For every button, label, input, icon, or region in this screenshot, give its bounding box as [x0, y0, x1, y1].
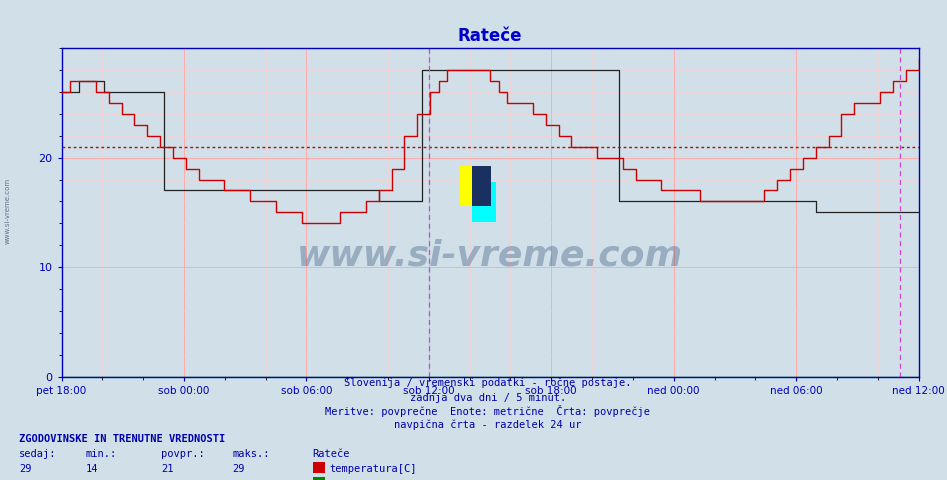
Text: maks.:: maks.:	[232, 449, 270, 459]
Text: www.si-vreme.com: www.si-vreme.com	[297, 238, 683, 272]
Text: Rateče: Rateče	[313, 449, 350, 459]
Text: www.si-vreme.com: www.si-vreme.com	[5, 178, 10, 244]
Text: 14: 14	[85, 464, 98, 474]
Bar	[472, 182, 496, 222]
Text: 21: 21	[161, 464, 173, 474]
Bar	[460, 167, 484, 206]
Text: navpična črta - razdelek 24 ur: navpična črta - razdelek 24 ur	[394, 420, 581, 430]
Text: 29: 29	[232, 464, 244, 474]
Text: temperatura[C]: temperatura[C]	[330, 464, 417, 474]
Text: 29: 29	[19, 464, 31, 474]
Text: ZGODOVINSKE IN TRENUTNE VREDNOSTI: ZGODOVINSKE IN TRENUTNE VREDNOSTI	[19, 433, 225, 444]
Text: Slovenija / vremenski podatki - ročne postaje.: Slovenija / vremenski podatki - ročne po…	[344, 378, 632, 388]
Text: povpr.:: povpr.:	[161, 449, 205, 459]
Bar	[472, 167, 491, 206]
Text: sedaj:: sedaj:	[19, 449, 57, 459]
Text: min.:: min.:	[85, 449, 116, 459]
Text: zadnja dva dni / 5 minut.: zadnja dva dni / 5 minut.	[410, 393, 565, 403]
Title: Rateče: Rateče	[457, 27, 523, 45]
Text: Meritve: povprečne  Enote: metrične  Črta: povprečje: Meritve: povprečne Enote: metrične Črta:…	[325, 405, 651, 417]
